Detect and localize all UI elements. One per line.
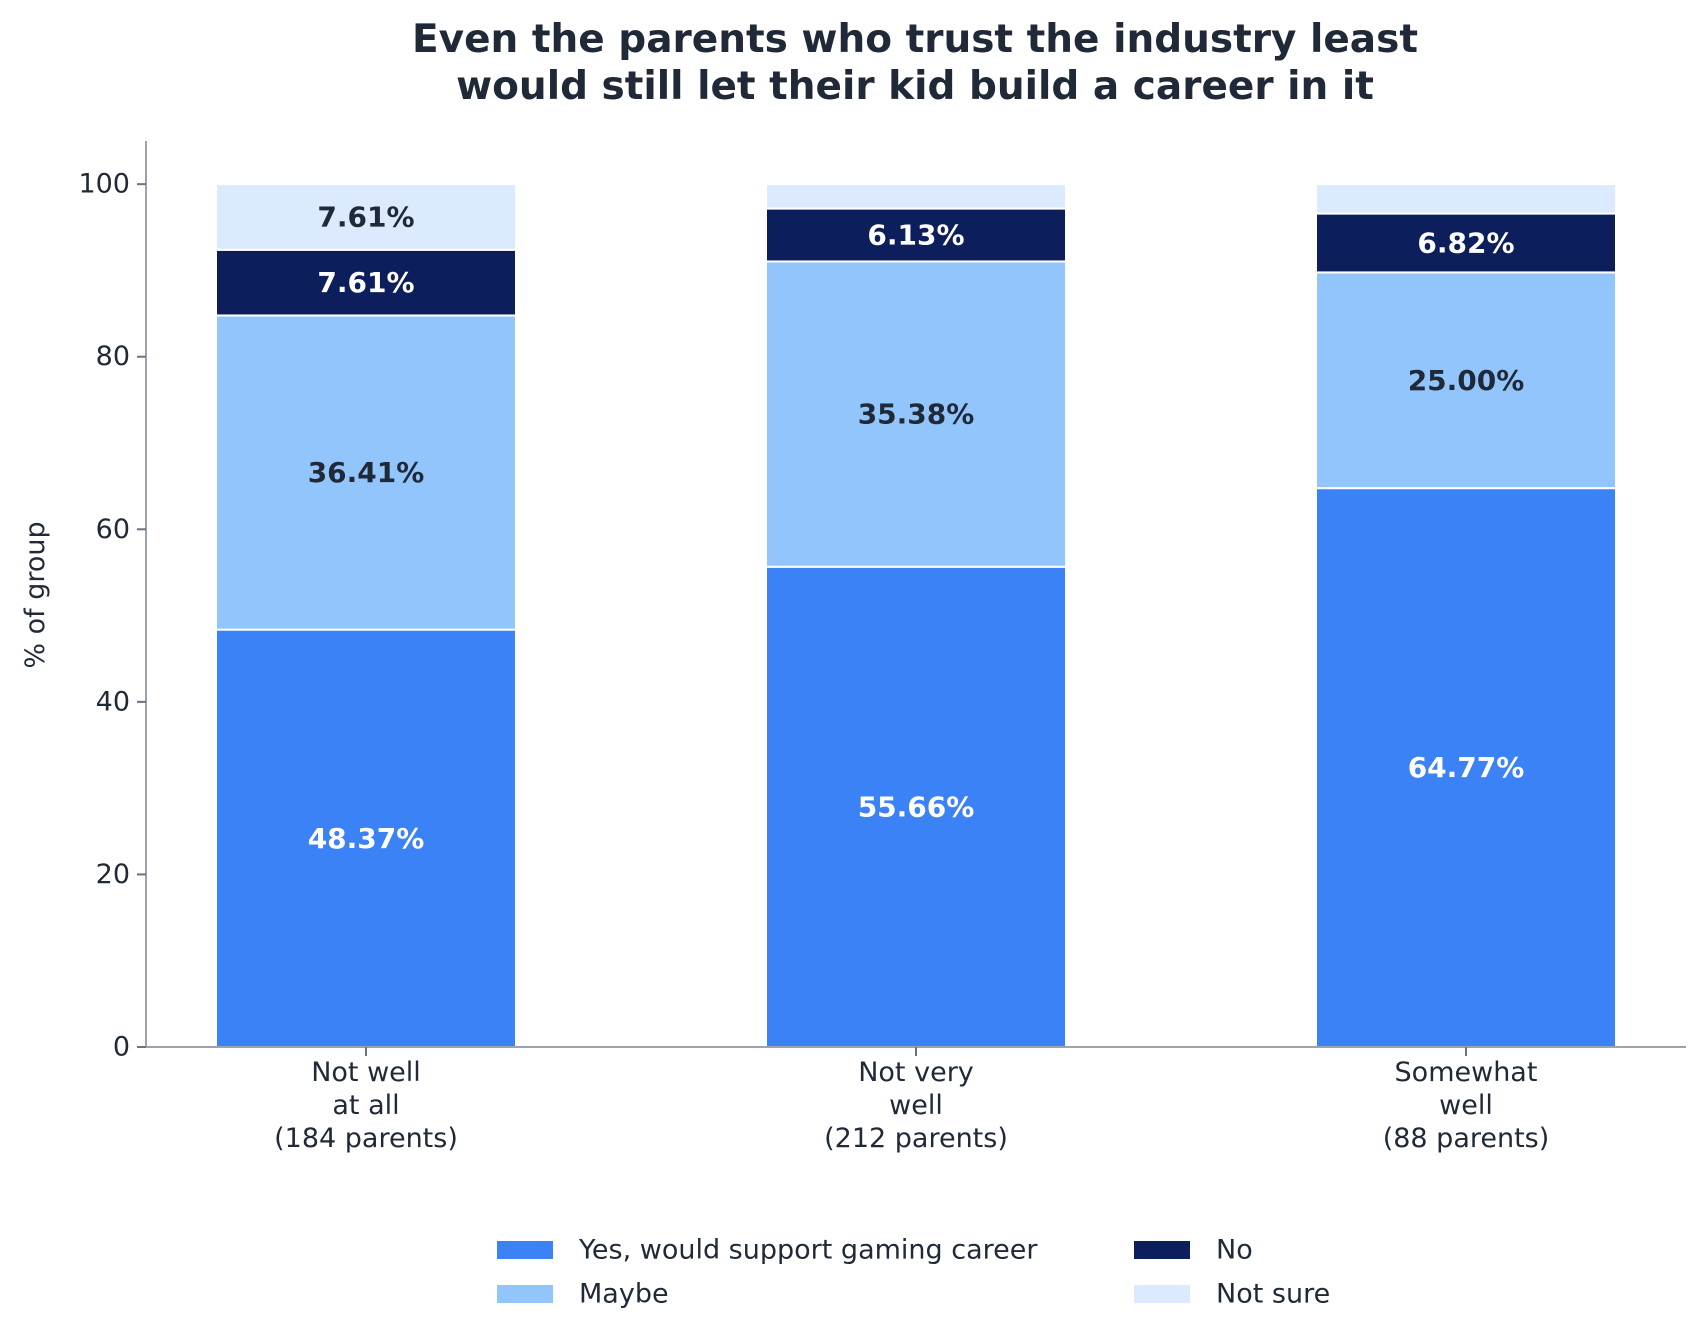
x-tick-label: Not very well (212 parents) (824, 1057, 1008, 1154)
legend-label: Yes, would support gaming career (578, 1235, 1038, 1266)
bar-segment-1-category-2 (765, 565, 1067, 1048)
bar-segment-4-category-2 (765, 183, 1067, 210)
y-tick-label: 100 (78, 169, 130, 200)
bar-segment-4-category-1 (215, 183, 517, 251)
y-tick-label: 80 (96, 341, 130, 372)
x-tick-label-line: (88 parents) (1383, 1123, 1550, 1154)
x-tick-label-line: (184 parents) (274, 1123, 458, 1154)
x-tick-label-line: Somewhat (1395, 1057, 1538, 1088)
x-tick-label: Not well at all (184 parents) (274, 1057, 458, 1154)
bar-segment-1-category-1 (215, 628, 517, 1048)
data-label-1-category-3: 64.77% (1408, 751, 1525, 784)
legend-item: Maybe (497, 1279, 669, 1310)
data-label-2-category-1: 36.41% (308, 456, 425, 489)
bar-segment-2-category-2 (765, 260, 1067, 568)
x-tick-label: Somewhat well (88 parents) (1383, 1057, 1550, 1154)
data-label-2-category-2: 35.38% (858, 398, 975, 431)
y-tick-label: 60 (96, 514, 130, 545)
x-tick-label-line: well (1439, 1090, 1493, 1121)
x-tick-label-line: at all (332, 1090, 399, 1121)
chart-title: Even the parents who trust the industry … (412, 17, 1418, 109)
legend-swatch (1134, 1241, 1190, 1259)
bar-segment-3-category-2 (765, 207, 1067, 263)
data-label-3-category-2: 6.13% (867, 219, 964, 252)
x-tick-label-line: well (889, 1090, 943, 1121)
bar-segment-4-category-3 (1315, 183, 1617, 215)
legend-label: Maybe (579, 1279, 669, 1310)
legend-item: No (1134, 1235, 1253, 1266)
chart-title-line-2: would still let their kid build a career… (456, 64, 1374, 109)
x-tick-label-line: Not well (311, 1057, 421, 1088)
legend-label: Not sure (1216, 1279, 1330, 1310)
y-tick-label: 40 (96, 686, 130, 717)
legend-item: Not sure (1134, 1279, 1330, 1310)
data-label-3-category-3: 6.82% (1417, 226, 1514, 259)
data-label-1-category-1: 48.37% (308, 822, 425, 855)
legend: Yes, would support gaming career Maybe No N… (497, 1235, 1330, 1310)
data-label-1-category-2: 55.66% (858, 790, 975, 823)
legend-swatch (497, 1285, 553, 1303)
data-label-4-category-1: 7.61% (317, 200, 414, 233)
legend-swatch (497, 1241, 553, 1259)
x-tick-label-line: Not very (858, 1057, 974, 1088)
bar-segment-2-category-3 (1315, 271, 1617, 490)
data-label-3-category-1: 7.61% (317, 266, 414, 299)
legend-item: Yes, would support gaming career (497, 1235, 1038, 1266)
legend-label: No (1216, 1235, 1253, 1266)
chart-title-line-1: Even the parents who trust the industry … (412, 17, 1418, 62)
data-label-2-category-3: 25.00% (1408, 364, 1525, 397)
legend-swatch (1134, 1285, 1190, 1303)
x-tick-label-line: (212 parents) (824, 1123, 1008, 1154)
bar-segment-1-category-3 (1315, 487, 1617, 1048)
bar-segment-3-category-3 (1315, 212, 1617, 274)
bar-segment-2-category-1 (215, 314, 517, 631)
y-tick-label: 0 (113, 1032, 130, 1063)
y-tick-label: 20 (96, 859, 130, 890)
y-axis-title: % of group (20, 521, 51, 668)
plot-area: 48.37% 36.41% 7.61% 7.61% 55.66% 35.38% 6.13% 6… (215, 183, 1617, 1048)
